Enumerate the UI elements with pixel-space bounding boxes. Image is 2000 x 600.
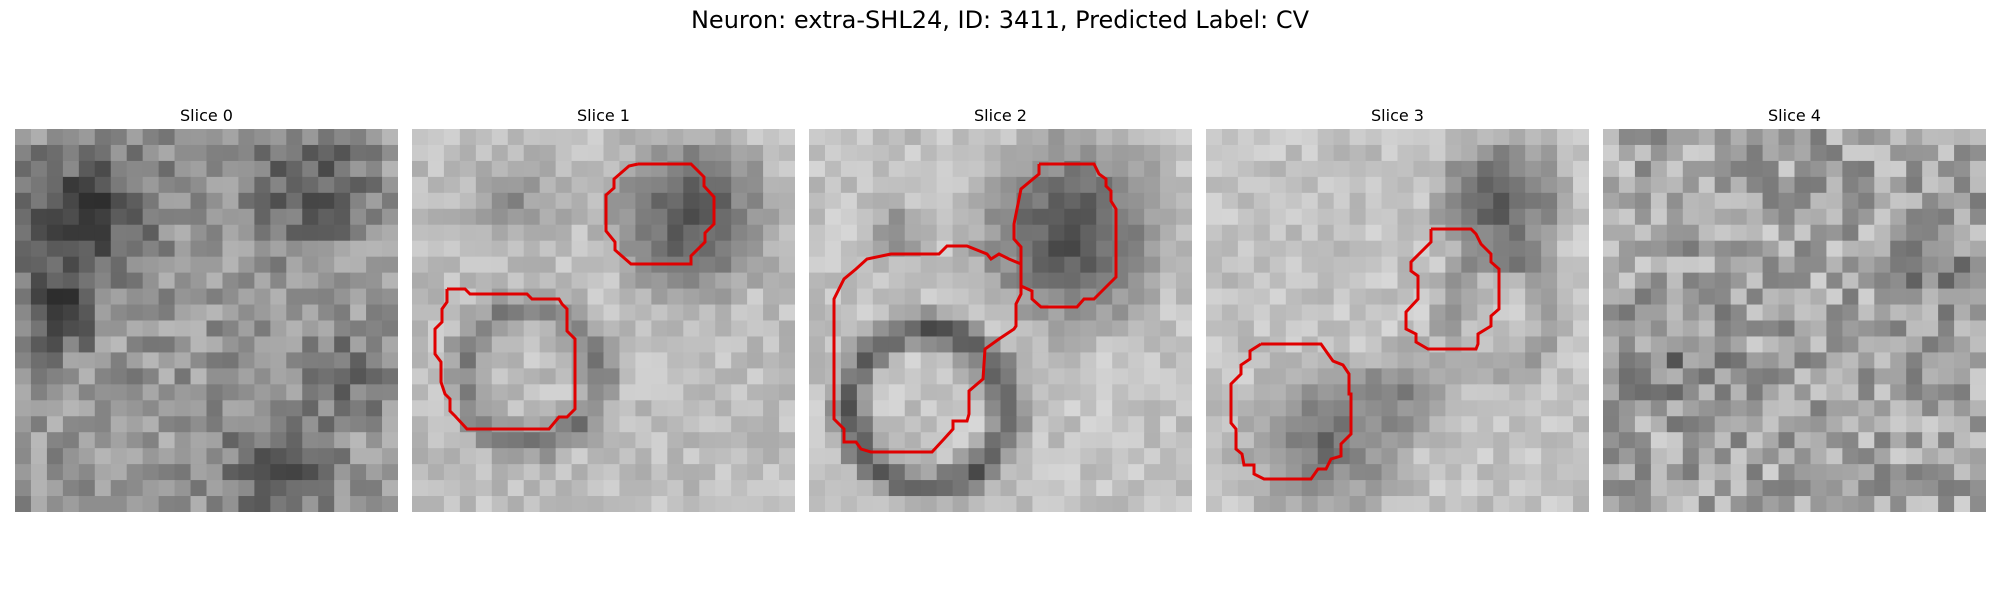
slice-title-3: Slice 3 <box>1206 105 1589 129</box>
slice-panel-1: Slice 1 <box>412 105 795 512</box>
slice-image-2 <box>809 129 1192 512</box>
slice-panel-0: Slice 0 <box>15 105 398 512</box>
slice-panel-2: Slice 2 <box>809 105 1192 512</box>
slice-panel-4: Slice 4 <box>1603 105 1986 512</box>
slice-title-0: Slice 0 <box>15 105 398 129</box>
slice-image-1 <box>412 129 795 512</box>
slice-image-3 <box>1206 129 1589 512</box>
slice-image-4 <box>1603 129 1986 512</box>
slice-title-4: Slice 4 <box>1603 105 1986 129</box>
slice-title-1: Slice 1 <box>412 105 795 129</box>
slice-image-0 <box>15 129 398 512</box>
slice-title-2: Slice 2 <box>809 105 1192 129</box>
figure-title: Neuron: extra-SHL24, ID: 3411, Predicted… <box>0 6 2000 34</box>
slice-panel-3: Slice 3 <box>1206 105 1589 512</box>
